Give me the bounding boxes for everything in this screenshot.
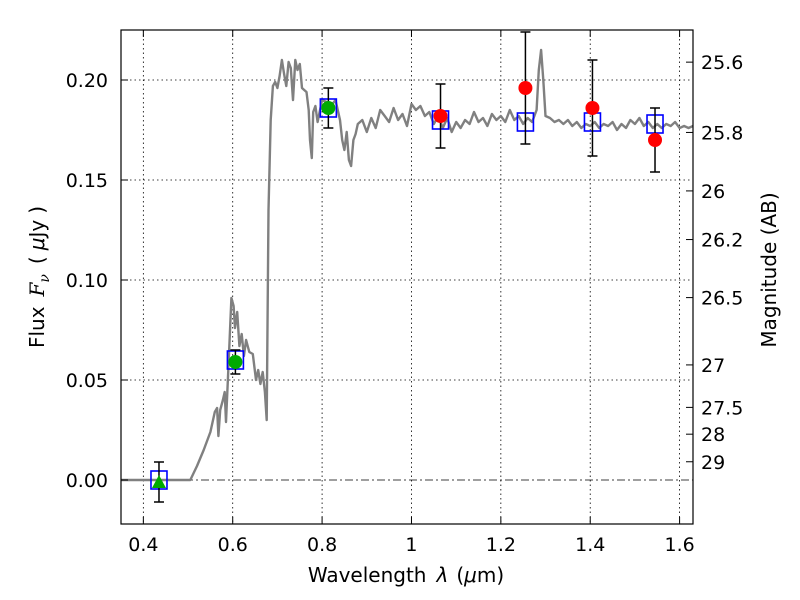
y-axis-ticks: 0.00 0.05 0.10 0.15 0.20 xyxy=(66,70,128,492)
upper-limit-triangle xyxy=(151,475,166,488)
magnitude-tick-label: 26 xyxy=(701,181,725,203)
observed-point-green xyxy=(321,101,336,115)
y-tick-label: 0.15 xyxy=(66,170,108,192)
x-tick-label: 1 xyxy=(405,534,417,556)
y-tick-label: 0.00 xyxy=(66,470,108,492)
observed-point-red xyxy=(433,109,448,123)
magnitude-tick-label: 25.6 xyxy=(701,52,743,74)
model-spectrum-line xyxy=(121,48,694,482)
x-tick-label: 0.6 xyxy=(218,534,248,556)
y2-axis-title: Magnitude (AB) xyxy=(757,192,781,347)
x-tick-label: 0.8 xyxy=(307,534,337,556)
x-tick-label: 0.4 xyxy=(128,534,158,556)
x-axis-title: Wavelength λ (μm) xyxy=(308,563,504,587)
magnitude-tick-label: 27.5 xyxy=(701,397,743,419)
magnitude-tick-label: 29 xyxy=(701,452,725,474)
magnitude-tick-label: 25.8 xyxy=(701,122,743,144)
y-tick-label: 0.10 xyxy=(66,270,108,292)
magnitude-tick-label: 28 xyxy=(701,424,725,446)
observed-point-green xyxy=(228,355,243,369)
observed-point-red xyxy=(585,101,600,115)
magnitude-axis-ticks: 25.6 25.8 26 26.2 26.5 27 27.5 28 29 xyxy=(686,52,743,474)
grid xyxy=(121,30,693,524)
x-tick-label: 1.6 xyxy=(664,534,694,556)
plot-frame xyxy=(120,29,694,525)
y-tick-label: 0.05 xyxy=(66,370,108,392)
x-axis-ticks: 0.4 0.6 0.8 1 1.2 1.4 1.6 xyxy=(128,30,695,556)
y-tick-label: 0.20 xyxy=(66,70,108,92)
spectrum-layer xyxy=(121,48,694,482)
magnitude-tick-label: 27 xyxy=(701,355,725,377)
magnitude-tick-label: 26.5 xyxy=(701,288,743,310)
x-tick-label: 1.2 xyxy=(486,534,516,556)
marker-layer xyxy=(150,31,664,503)
y-axis-title: FluxFν(μJy) xyxy=(25,206,53,348)
observed-point-red xyxy=(648,133,663,147)
x-tick-label: 1.4 xyxy=(575,534,605,556)
magnitude-tick-label: 26.2 xyxy=(701,230,743,252)
observed-point-red xyxy=(518,81,533,95)
